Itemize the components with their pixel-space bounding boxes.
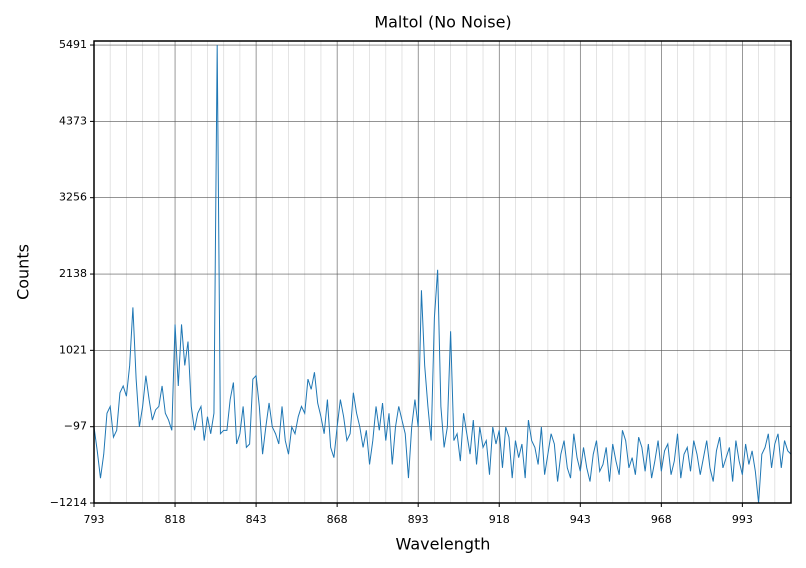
x-axis-label: Wavelength	[396, 535, 491, 554]
x-tick-label: 843	[246, 513, 267, 526]
x-tick-label: 868	[327, 513, 348, 526]
x-tick-label: 818	[165, 513, 186, 526]
y-tick-label: 1021	[59, 343, 87, 356]
y-tick-label: 5491	[59, 38, 87, 51]
x-tick-label: 893	[408, 513, 429, 526]
x-tick-label: 968	[651, 513, 672, 526]
data-line	[93, 45, 792, 504]
x-tick-label: 918	[489, 513, 510, 526]
y-tick-label: −1214	[50, 496, 87, 509]
y-tick-label: 4373	[59, 114, 87, 127]
plot-frame	[93, 40, 792, 504]
y-tick-label: 3256	[59, 191, 87, 204]
chart-title: Maltol (No Noise)	[374, 13, 511, 32]
y-axis-label: Counts	[14, 244, 33, 300]
x-tick-label: 793	[84, 513, 105, 526]
y-tick-label: 2138	[59, 267, 87, 280]
x-tick-label: 993	[732, 513, 753, 526]
y-tick-label: −97	[64, 420, 87, 433]
x-tick-label: 943	[570, 513, 591, 526]
